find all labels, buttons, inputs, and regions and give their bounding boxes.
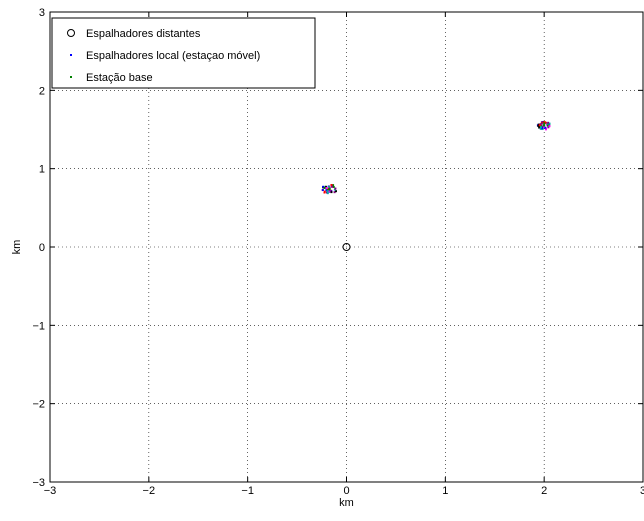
grid-lines xyxy=(50,12,643,482)
y-tick-label: −1 xyxy=(32,320,45,332)
x-axis-label: km xyxy=(339,497,354,509)
local-scatterer-point xyxy=(544,128,547,131)
local-scatterer-point xyxy=(548,122,551,125)
x-tick-label: 3 xyxy=(640,485,644,497)
local-scatterer-point xyxy=(321,189,324,192)
local-scatterer-point xyxy=(326,192,329,195)
legend-marker-open-circle xyxy=(67,29,75,37)
axis-ticks xyxy=(49,11,644,483)
legend-entry-base-station: Estação base xyxy=(86,72,153,84)
x-tick-label: −2 xyxy=(143,485,156,497)
y-tick-labels: −3 −2 −1 0 1 2 3 xyxy=(32,7,45,489)
local-scatterer-point xyxy=(333,191,336,194)
local-scatterer-point xyxy=(326,190,329,193)
local-scatterer-point xyxy=(537,123,540,126)
local-scatterer-point xyxy=(547,126,550,129)
x-tick-label: 2 xyxy=(541,485,547,497)
x-tick-label: 1 xyxy=(442,485,448,497)
local-scatterer-point xyxy=(325,189,328,192)
local-scatterer-point xyxy=(334,190,337,193)
local-scatterer-point xyxy=(540,122,543,125)
local-scatterer-point xyxy=(548,125,551,128)
y-tick-label: 0 xyxy=(39,242,45,254)
legend-marker-blue-dot xyxy=(70,54,72,56)
local-scatterer-point xyxy=(327,185,330,188)
local-scatterer-point xyxy=(544,126,547,129)
y-tick-label: 1 xyxy=(39,164,45,176)
x-tick-label: 0 xyxy=(343,485,349,497)
local-scatterer-point xyxy=(541,126,544,129)
local-scatterer-point xyxy=(546,124,549,127)
local-scatterer-point xyxy=(540,126,543,129)
legend: Espalhadores distantes Espalhadores loca… xyxy=(51,17,316,89)
local-scatterer-point xyxy=(326,188,329,191)
local-scatterer-point xyxy=(334,187,337,190)
y-axis-label: km xyxy=(11,240,23,255)
local-scatterer-point xyxy=(547,121,550,124)
local-scatterer-point xyxy=(325,186,328,189)
local-scatterer-point xyxy=(539,127,542,130)
local-scatterer-point xyxy=(543,122,546,125)
local-scatterer-point xyxy=(540,121,543,124)
local-scatterer-point xyxy=(537,124,540,127)
base-station-point xyxy=(543,124,546,127)
local-scatterer-point xyxy=(538,124,541,127)
local-scatterer-point xyxy=(330,184,333,187)
y-tick-label: 3 xyxy=(39,7,45,19)
x-tick-label: −1 xyxy=(241,485,254,497)
local-scatterer-point xyxy=(542,125,545,128)
legend-marker-green-dot xyxy=(70,76,72,78)
local-scatterer-point xyxy=(323,186,326,189)
local-scatterer-point xyxy=(323,190,326,193)
local-scatterer-point xyxy=(538,126,541,129)
local-scatterer-point xyxy=(539,123,542,126)
y-tick-label: −3 xyxy=(32,477,45,489)
local-scatterer-point xyxy=(542,121,545,124)
distant-scatterer-point xyxy=(342,243,351,251)
local-scatterer-point xyxy=(541,128,544,131)
legend-entry-local-scatterers: Espalhadores local (estaçao móvel) xyxy=(86,50,260,62)
legend-box xyxy=(51,17,316,89)
legend-entry-distant-scatterers: Espalhadores distantes xyxy=(86,28,201,40)
local-scatterer-point xyxy=(331,185,334,188)
local-scatterer-point xyxy=(322,185,325,188)
y-tick-label: 2 xyxy=(39,85,45,97)
y-tick-label: −2 xyxy=(32,399,45,411)
base-station-point xyxy=(328,188,331,191)
x-tick-labels: −3 −2 −1 0 1 2 3 xyxy=(44,485,644,497)
local-scatterer-point xyxy=(332,185,335,188)
data-points xyxy=(321,121,551,251)
local-scatterer-point xyxy=(332,184,335,187)
local-scatterer-point xyxy=(544,121,547,124)
local-scatterer-point xyxy=(330,191,333,194)
x-tick-label: −3 xyxy=(44,485,57,497)
